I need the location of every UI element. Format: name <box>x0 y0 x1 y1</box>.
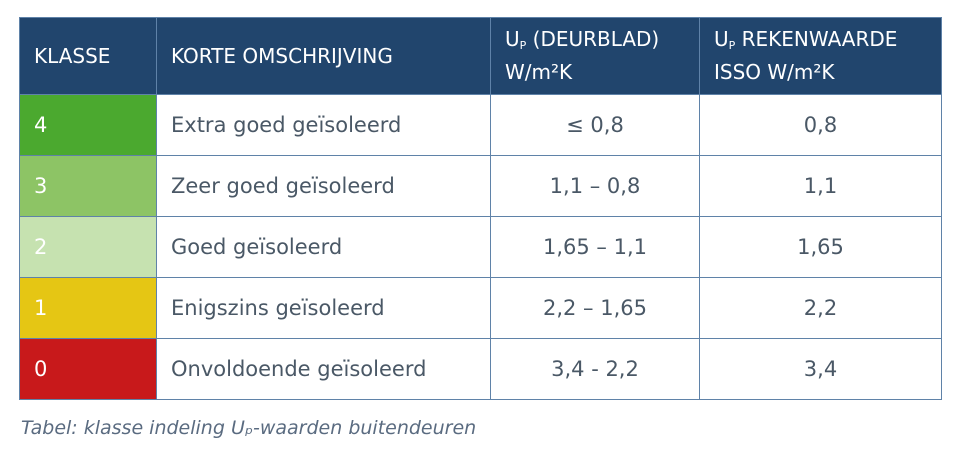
deurblad-label: (DEURBLAD) <box>532 27 660 51</box>
table-row: 2 Goed geïsoleerd 1,65 – 1,1 1,65 <box>19 216 942 278</box>
header-deurblad: UP (DEURBLAD) W/m²K <box>490 17 700 95</box>
table-caption: Tabel: klasse indeling Uₚ-waarden buiten… <box>21 417 477 439</box>
up-subscript: P <box>728 39 736 52</box>
deurblad-cell: 1,65 – 1,1 <box>490 216 700 278</box>
table-row: 3 Zeer goed geïsoleerd 1,1 – 0,8 1,1 <box>19 155 942 217</box>
table-row: 1 Enigszins geïsoleerd 2,2 – 1,65 2,2 <box>19 277 942 339</box>
table-row: 4 Extra goed geïsoleerd ≤ 0,8 0,8 <box>19 94 942 156</box>
class-cell: 4 <box>19 94 157 156</box>
header-klasse: KLASSE <box>19 17 157 95</box>
rekenwaarde-cell: 1,65 <box>699 216 942 278</box>
rekenwaarde-unit: ISSO W/m²K <box>714 60 835 84</box>
up-symbol: U <box>505 27 520 51</box>
rekenwaarde-cell: 3,4 <box>699 338 942 400</box>
description-cell: Onvoldoende geïsoleerd <box>156 338 491 400</box>
class-cell: 0 <box>19 338 157 400</box>
rekenwaarde-cell: 0,8 <box>699 94 942 156</box>
header-omschrijving: KORTE OMSCHRIJVING <box>156 17 491 95</box>
description-cell: Goed geïsoleerd <box>156 216 491 278</box>
class-cell: 1 <box>19 277 157 339</box>
header-rekenwaarde: UP REKENWAARDE ISSO W/m²K <box>699 17 942 95</box>
rekenwaarde-label: REKENWAARDE <box>741 27 898 51</box>
header-row: KLASSE KORTE OMSCHRIJVING UP (DEURBLAD) W… <box>19 17 942 95</box>
deurblad-cell: 1,1 – 0,8 <box>490 155 700 217</box>
rekenwaarde-cell: 2,2 <box>699 277 942 339</box>
up-symbol: U <box>714 27 729 51</box>
insulation-class-table: KLASSE KORTE OMSCHRIJVING UP (DEURBLAD) W… <box>19 17 942 400</box>
class-cell: 2 <box>19 216 157 278</box>
description-cell: Extra goed geïsoleerd <box>156 94 491 156</box>
deurblad-cell: 2,2 – 1,65 <box>490 277 700 339</box>
deurblad-unit: W/m²K <box>505 60 573 84</box>
description-cell: Enigszins geïsoleerd <box>156 277 491 339</box>
table-row: 0 Onvoldoende geïsoleerd 3,4 - 2,2 3,4 <box>19 338 942 400</box>
deurblad-cell: 3,4 - 2,2 <box>490 338 700 400</box>
up-subscript: P <box>519 39 527 52</box>
class-cell: 3 <box>19 155 157 217</box>
description-cell: Zeer goed geïsoleerd <box>156 155 491 217</box>
rekenwaarde-cell: 1,1 <box>699 155 942 217</box>
deurblad-cell: ≤ 0,8 <box>490 94 700 156</box>
